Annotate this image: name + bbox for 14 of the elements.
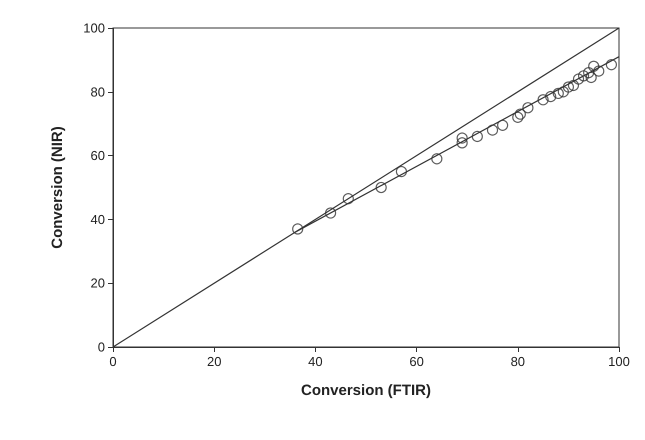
x-tick-label: 20 (206, 354, 222, 369)
y-tick-label: 60 (90, 148, 105, 164)
y-tick-label: 100 (83, 20, 105, 36)
x-tick-label: 100 (608, 354, 630, 369)
y-tick-label: 20 (90, 276, 105, 291)
x-tick-label: 0 (109, 354, 117, 369)
x-tick-label: 60 (409, 354, 424, 369)
x-tick-label: 80 (510, 354, 526, 369)
y-tick-label: 80 (90, 84, 105, 100)
x-axis-title: Conversion (FTIR) (301, 382, 431, 399)
x-tick-label: 40 (308, 354, 323, 369)
y-axis-title: Conversion (NIR) (49, 126, 66, 249)
y-tick-label: 40 (90, 212, 105, 227)
y-tick-label: 0 (98, 340, 105, 354)
